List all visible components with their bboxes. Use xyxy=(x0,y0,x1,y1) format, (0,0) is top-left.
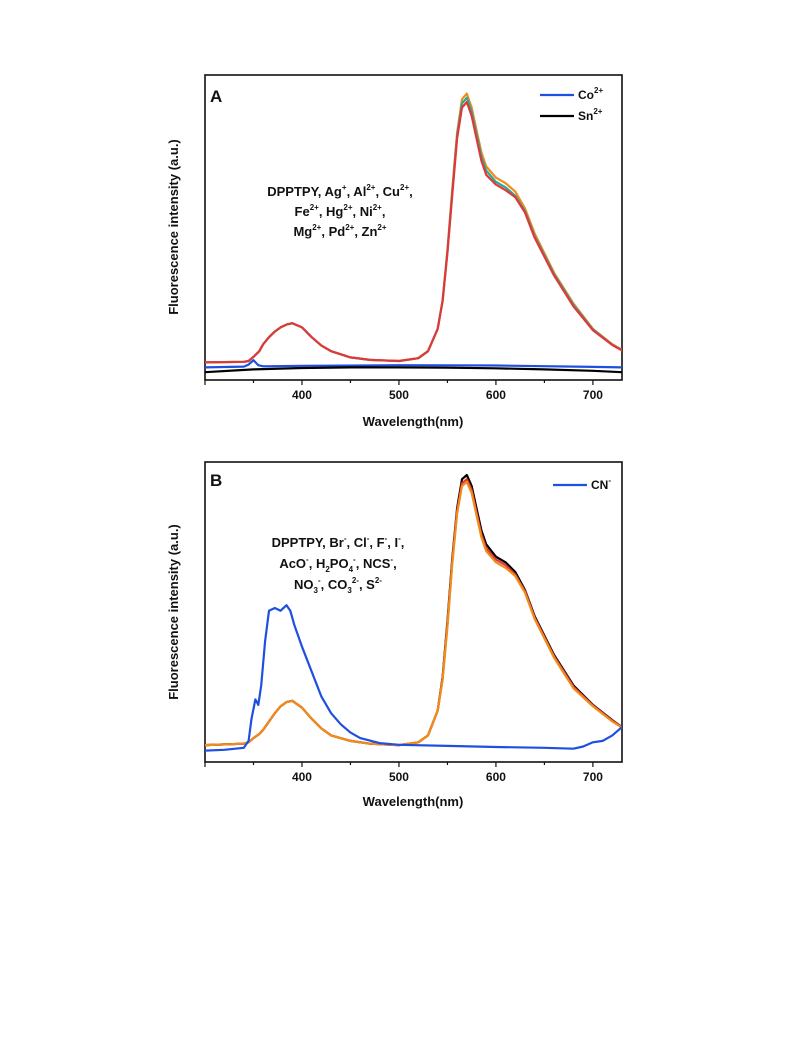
y-axis-label: Fluorescence intensity (a.u.) xyxy=(166,524,181,700)
series-group xyxy=(205,473,622,752)
panel-a: 400 500 600 700 Wavelength(nm) Fluorescence i… xyxy=(166,74,623,429)
legend-label: Sn2+ xyxy=(578,107,603,123)
series-line-3 xyxy=(205,480,622,747)
x-tick-label: 400 xyxy=(292,770,312,784)
x-axis-label: Wavelength(nm) xyxy=(363,794,464,809)
series-line-2 xyxy=(205,478,622,747)
plot-frame xyxy=(204,74,623,381)
annotation-line: DPPTPY, Br-, Cl-, F-, I-, xyxy=(272,534,405,550)
annotation-line: DPPTPY, Ag+, Al2+, Cu2+, xyxy=(267,183,413,199)
series-line-4 xyxy=(205,359,622,369)
x-tick-label: 700 xyxy=(583,388,603,402)
annotation-line: AcO-, H2PO4-, NCS-, xyxy=(279,555,396,574)
annotation-line: Mg2+, Pd2+, Zn2+ xyxy=(293,223,386,239)
annotation-line: Fe2+, Hg2+, Ni2+, xyxy=(295,203,386,219)
series-line-2 xyxy=(205,96,622,364)
series-line-1 xyxy=(205,92,622,364)
x-tick-label: 600 xyxy=(486,388,506,402)
x-tick-label: 700 xyxy=(583,770,603,784)
annotation-line: NO3-, CO32-, S2- xyxy=(294,576,382,595)
x-tick-label: 500 xyxy=(389,770,409,784)
panel-label: A xyxy=(210,87,222,106)
x-tick-label: 600 xyxy=(486,770,506,784)
y-axis-label: Fluorescence intensity (a.u.) xyxy=(166,139,181,315)
panel-label: B xyxy=(210,471,222,490)
series-line-5 xyxy=(205,366,622,374)
x-tick-label: 400 xyxy=(292,388,312,402)
legend-label: Co2+ xyxy=(578,86,603,102)
series-line-1 xyxy=(205,473,622,747)
series-line-3 xyxy=(205,100,622,364)
legend-label: CN- xyxy=(591,476,611,492)
panel-b: 400 500 600 700 Wavelength(nm) Fluorescence i… xyxy=(166,461,623,809)
plot-frame xyxy=(204,461,623,763)
x-axis-label: Wavelength(nm) xyxy=(363,414,464,429)
x-tick-label: 500 xyxy=(389,388,409,402)
series-line-4 xyxy=(205,604,622,752)
series-group xyxy=(205,92,622,374)
